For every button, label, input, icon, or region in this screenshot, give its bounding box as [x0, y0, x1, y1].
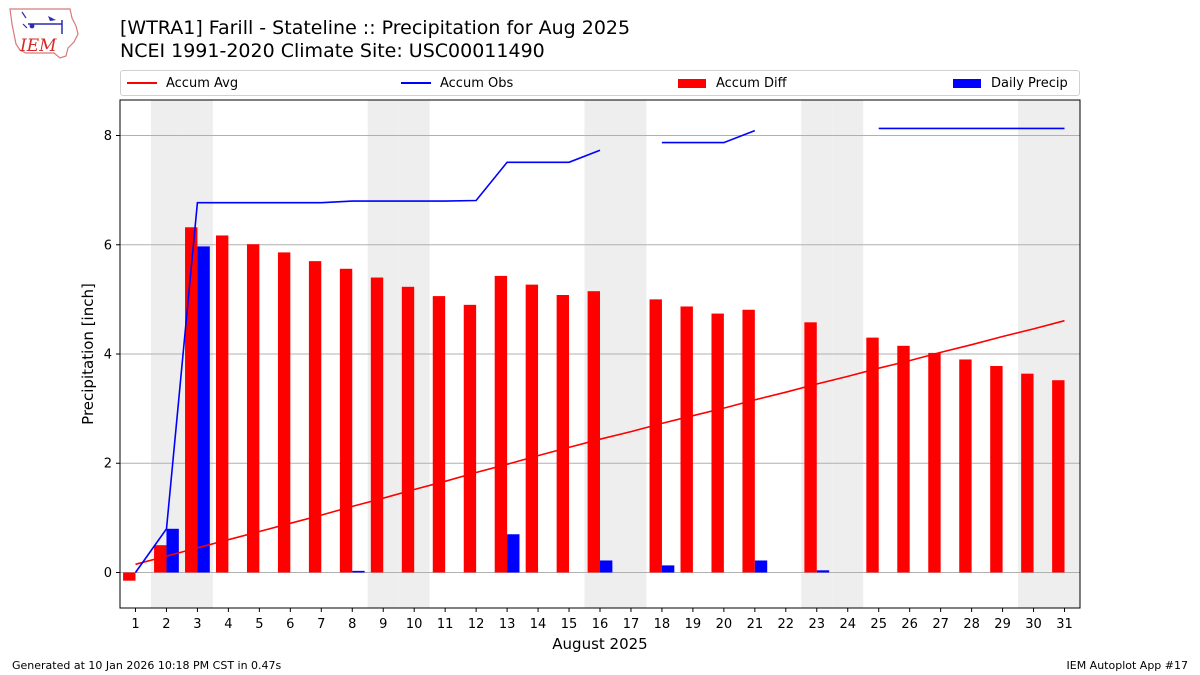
x-tick-label: 20: [716, 617, 733, 632]
line-accum-avg: [135, 319, 1065, 566]
chart-subtitle: NCEI 1991-2020 Climate Site: USC00011490: [120, 40, 545, 62]
x-tick-label: 6: [286, 617, 294, 632]
bar-accum-diff: [990, 366, 1003, 573]
bar-accum-diff: [649, 299, 662, 573]
bar-daily-precip: [661, 565, 675, 573]
x-tick-label: 22: [778, 617, 795, 632]
x-tick-label: 28: [963, 617, 980, 632]
bar-accum-diff: [680, 306, 693, 573]
bar-accum-diff: [1052, 380, 1065, 573]
y-tick-label: 2: [104, 457, 112, 472]
bar-accum-diff: [154, 545, 167, 573]
bar-accum-diff: [339, 268, 353, 573]
x-tick-label: 17: [623, 617, 640, 632]
footer-app: IEM Autoplot App #17: [1066, 659, 1189, 672]
bar-accum-diff: [308, 261, 322, 573]
y-tick-label: 8: [104, 129, 112, 144]
bar-daily-precip: [507, 534, 520, 573]
bar-daily-precip: [166, 528, 179, 573]
bar-accum-diff: [587, 291, 600, 573]
footer-generated: Generated at 10 Jan 2026 10:18 PM CST in…: [12, 659, 282, 672]
bar-accum-diff: [959, 359, 972, 573]
x-tick-label: 18: [654, 617, 671, 632]
bar-accum-diff: [711, 313, 724, 573]
x-tick-label: 21: [747, 617, 764, 632]
bar-daily-precip: [352, 570, 365, 573]
legend-swatch-accum-obs: [401, 82, 431, 84]
x-tick-label: 9: [379, 617, 387, 632]
legend-label-accum-obs: Accum Obs: [440, 75, 514, 91]
x-tick-label: 2: [162, 617, 170, 632]
x-axis-label: August 2025: [552, 635, 647, 653]
chart-title: [WTRA1] Farill - Stateline :: Precipitat…: [120, 17, 631, 39]
bar-accum-diff: [897, 345, 910, 573]
line-accum-obs: [134, 149, 601, 573]
legend-label-accum-avg: Accum Avg: [166, 75, 239, 91]
bar-accum-diff: [866, 337, 879, 573]
bar-accum-diff: [401, 286, 415, 573]
logo-text: IEM: [19, 36, 57, 56]
y-tick-label: 4: [104, 348, 112, 363]
legend-accum-obs: Accum Obs: [401, 71, 513, 95]
x-tick-label: 27: [932, 617, 949, 632]
lines: [134, 127, 1065, 573]
legend-swatch-daily-precip: [953, 78, 981, 88]
bar-accum-diff: [463, 304, 477, 573]
x-tick-label: 13: [499, 617, 516, 632]
bar-accum-diff: [525, 284, 539, 573]
x-tick-label: 29: [994, 617, 1011, 632]
x-tick-label: 25: [870, 617, 887, 632]
iem-logo: IEM: [9, 8, 79, 59]
legend-swatch-accum-diff: [678, 78, 706, 88]
x-tick-label: 11: [437, 617, 454, 632]
legend-daily-precip: Daily Precip: [953, 71, 1068, 95]
y-tick-label: 6: [104, 238, 112, 253]
bar-accum-diff: [123, 572, 136, 581]
legend-label-accum-diff: Accum Diff: [716, 75, 787, 91]
x-tick-label: 23: [809, 617, 826, 632]
x-tick-label: 26: [901, 617, 918, 632]
bar-accum-diff: [216, 235, 229, 573]
legend-swatch-accum-avg: [127, 82, 157, 84]
bar-daily-precip: [754, 560, 768, 573]
bar-accum-diff: [432, 296, 446, 573]
bar-accum-diff: [928, 352, 941, 573]
x-tick-label: 3: [193, 617, 201, 632]
bar-accum-diff: [277, 252, 291, 573]
bar-accum-diff: [246, 244, 260, 573]
x-tick-label: 16: [592, 617, 609, 632]
bar-accum-diff: [742, 309, 755, 573]
line-accum-obs: [661, 129, 756, 144]
bar-accum-diff: [185, 227, 198, 573]
x-tick-label: 4: [224, 617, 232, 632]
x-tick-label: 15: [561, 617, 578, 632]
x-tick-label: 12: [468, 617, 485, 632]
bar-daily-precip: [600, 560, 613, 573]
bar-daily-precip: [197, 246, 210, 573]
bar-accum-diff: [370, 277, 384, 573]
x-tick-label: 24: [839, 617, 856, 632]
x-tick-label: 10: [406, 617, 423, 632]
y-tick-label: 0: [104, 566, 112, 581]
x-tick-label: 8: [348, 617, 356, 632]
legend-label-daily-precip: Daily Precip: [991, 75, 1068, 91]
x-tick-label: 31: [1056, 617, 1073, 632]
x-tick-label: 5: [255, 617, 263, 632]
bar-accum-diff: [804, 322, 817, 573]
y-axis-label: Precipitation [inch]: [79, 283, 97, 425]
bar-accum-diff: [556, 295, 570, 573]
bar-accum-diff: [1021, 373, 1034, 573]
bar-accum-diff: [494, 275, 508, 573]
x-tick-label: 14: [530, 617, 547, 632]
x-tick-label: 1: [131, 617, 139, 632]
x-tick-label: 30: [1025, 617, 1042, 632]
legend-accum-diff: Accum Diff: [678, 71, 787, 95]
bar-daily-precip: [816, 570, 830, 573]
legend-accum-avg: Accum Avg: [127, 71, 238, 95]
x-tick-label: 19: [685, 617, 702, 632]
chart-legend: Accum Avg Accum Obs Accum Diff Daily Pre…: [120, 70, 1080, 96]
x-tick-label: 7: [317, 617, 325, 632]
